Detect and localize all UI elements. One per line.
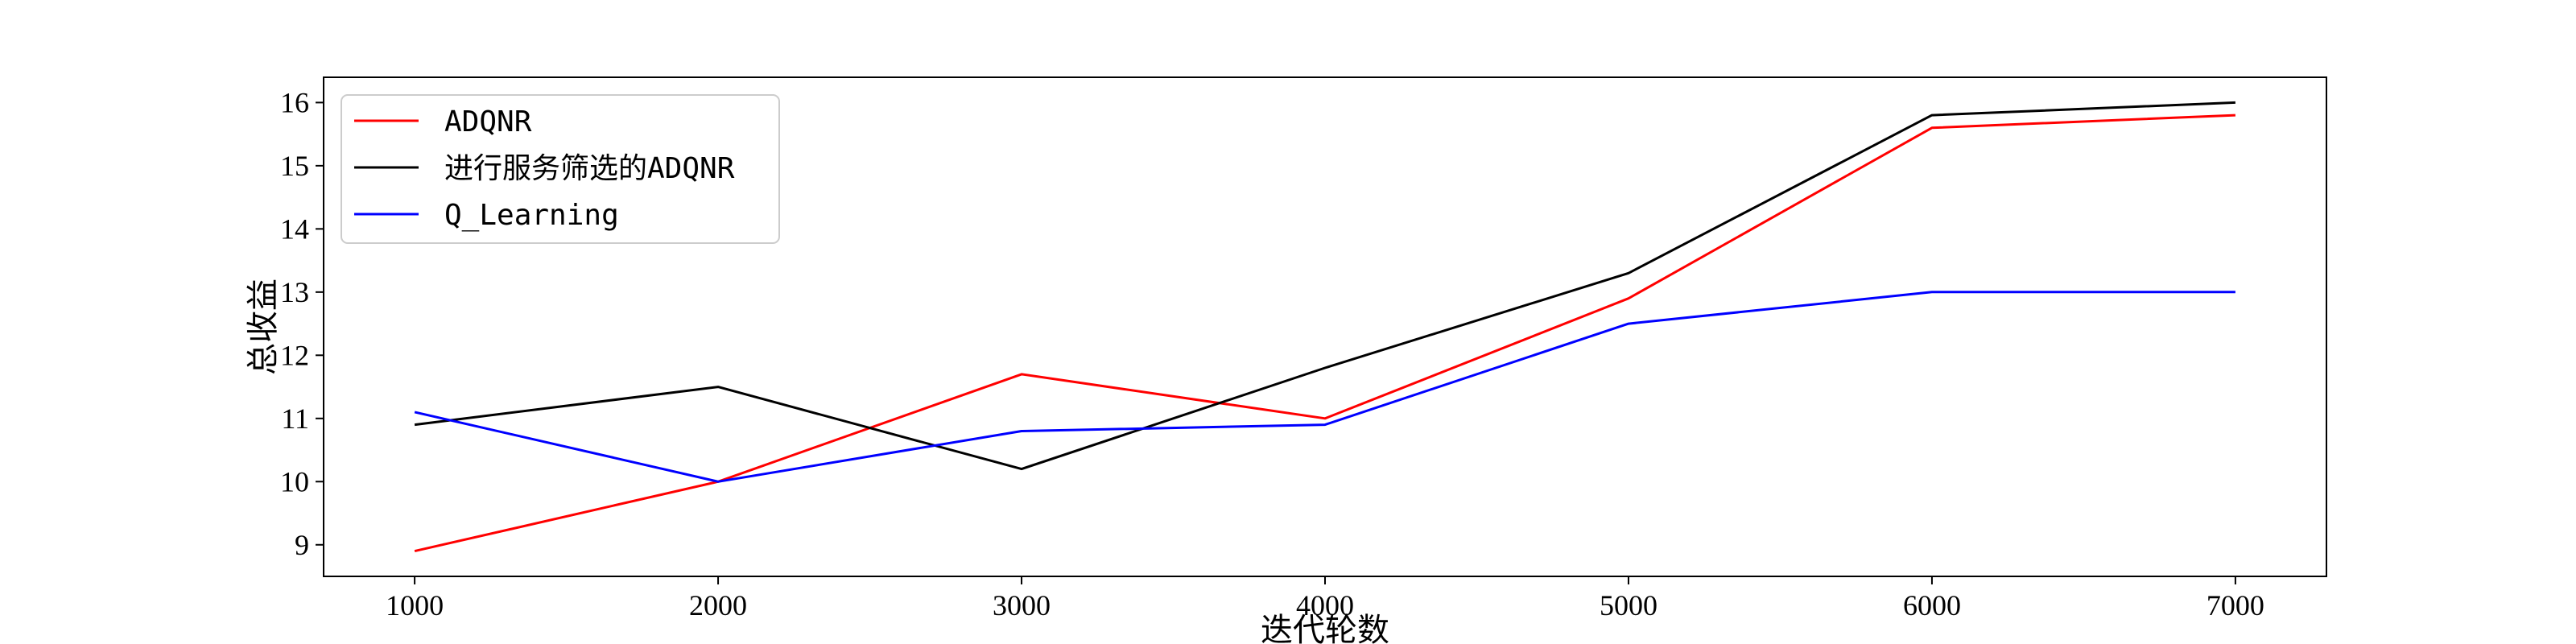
legend: ADQNR 进行服务筛选的ADQNR Q_Learning [341, 94, 780, 244]
y-tick-label: 11 [281, 402, 309, 435]
series-line-3 [414, 291, 2235, 483]
y-tick-label: 13 [280, 276, 309, 308]
x-tick-label: 3000 [993, 589, 1051, 621]
x-tick-label: 1000 [386, 589, 444, 621]
x-tick-label: 5000 [1600, 589, 1657, 621]
y-tick-label: 12 [280, 339, 309, 371]
series-line-2 [414, 101, 2235, 471]
y-tick-label: 15 [280, 150, 309, 182]
y-axis-title: 总收益 [245, 279, 282, 375]
legend-label-3: Q_Learning [444, 199, 619, 232]
y-tick-label: 16 [280, 86, 309, 118]
plot-frame [323, 76, 2327, 577]
ticks-layer: 1000 2000 3000 4000 5000 6000 7000 9 10 11 12 13 14 1… [280, 86, 2264, 621]
x-tick-label: 7000 [2207, 589, 2264, 621]
legend-items: ADQNR 进行服务筛选的ADQNR Q_Learning [354, 105, 735, 232]
y-tick-label: 14 [280, 213, 309, 245]
x-tick-label: 2000 [689, 589, 747, 621]
y-tick-label: 10 [280, 465, 309, 497]
x-tick-label: 4000 [1296, 589, 1354, 621]
y-tick-label: 9 [295, 529, 309, 561]
x-axis-title: 迭代轮数 [1261, 612, 1389, 644]
series-layer [414, 101, 2235, 553]
legend-label-1: ADQNR [444, 105, 532, 138]
x-tick-label: 6000 [1903, 589, 1961, 621]
legend-label-2: 进行服务筛选的ADQNR [444, 152, 735, 185]
legend-frame [341, 94, 780, 244]
